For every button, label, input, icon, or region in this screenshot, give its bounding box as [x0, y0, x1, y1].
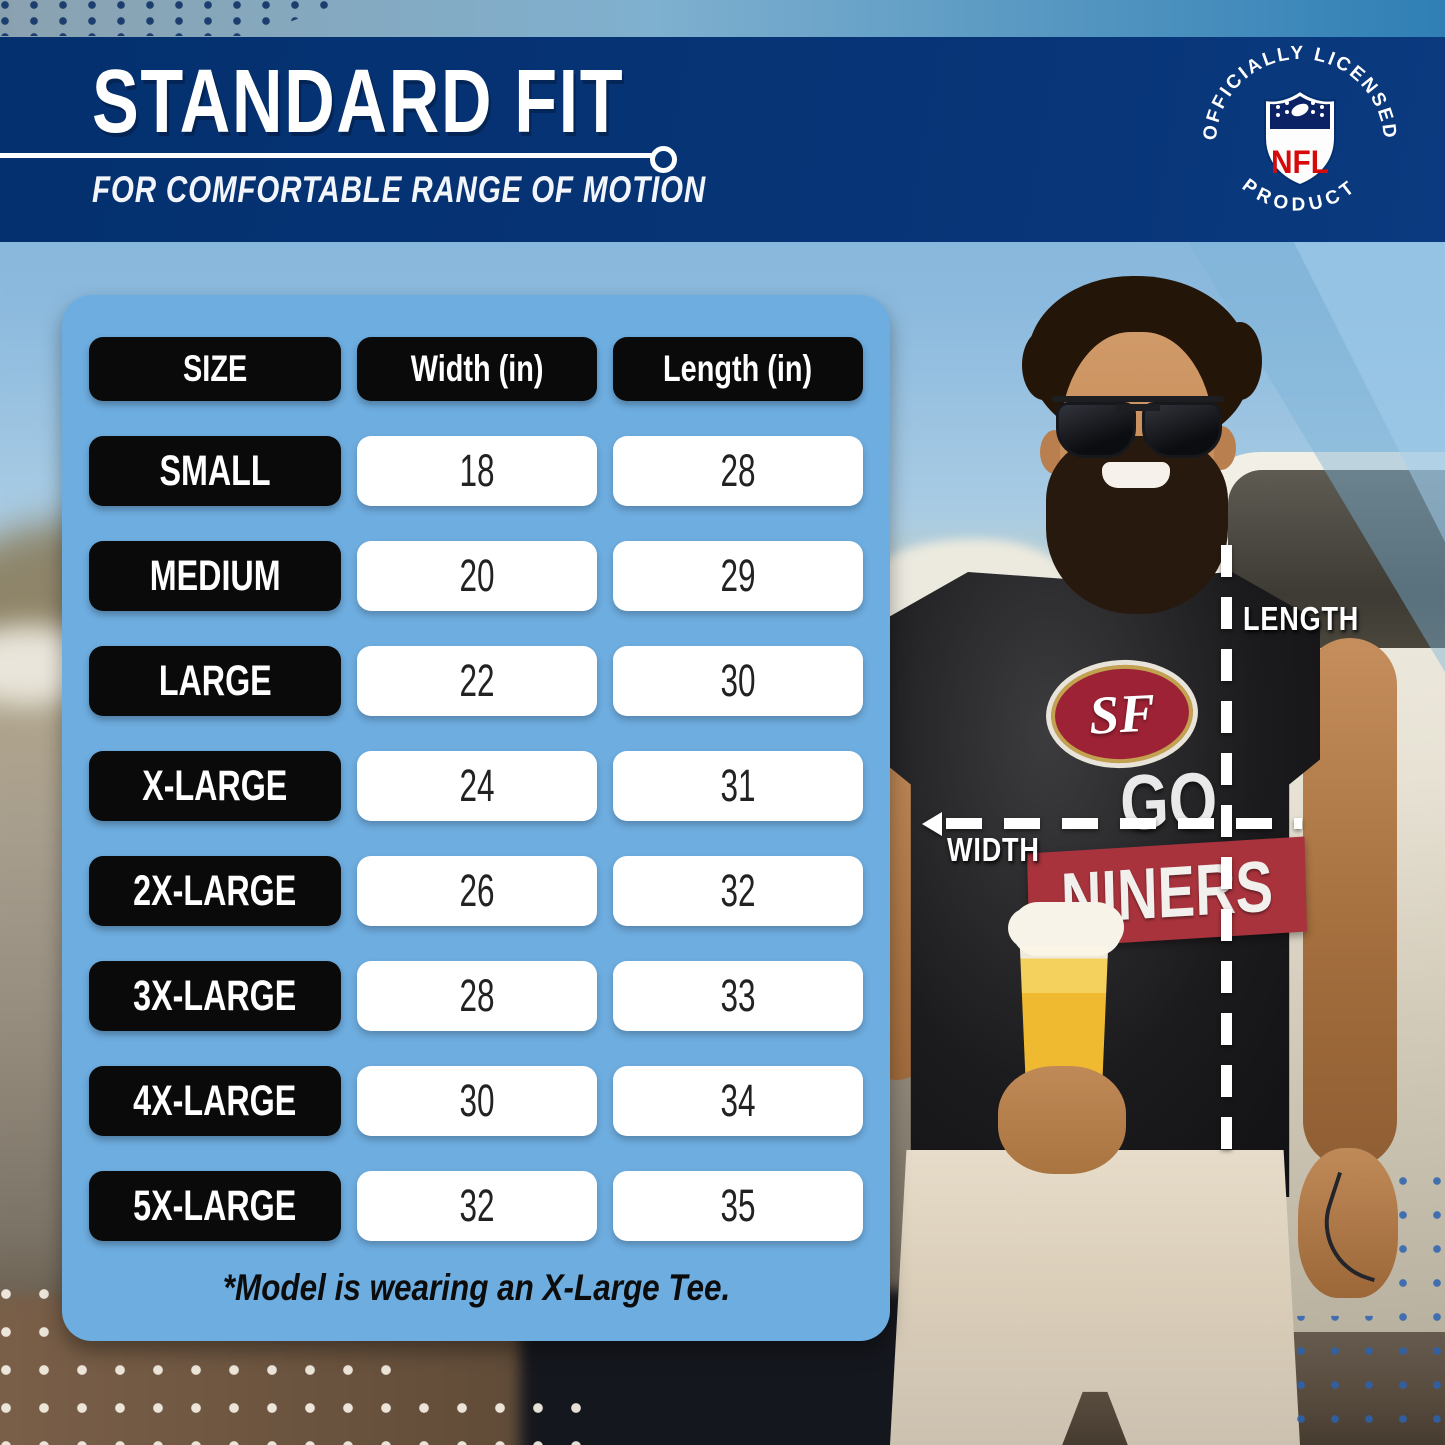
- size-cell: SMALL: [89, 436, 341, 506]
- length-cell: 33: [613, 961, 863, 1031]
- model-size-footnote: *Model is wearing an X-Large Tee.: [222, 1267, 730, 1308]
- length-dashed-line: [1221, 545, 1232, 1160]
- width-arrow-icon: [922, 812, 942, 836]
- column-header-size: SIZE: [89, 337, 341, 401]
- length-label: LENGTH: [1243, 600, 1360, 637]
- model-right-hand: [1298, 1148, 1398, 1298]
- length-cell: 32: [613, 856, 863, 926]
- size-cell: 5X-LARGE: [89, 1171, 341, 1241]
- size-cell: 3X-LARGE: [89, 961, 341, 1031]
- size-cell: 2X-LARGE: [89, 856, 341, 926]
- underline-end-ring: [650, 146, 677, 173]
- width-label: WIDTH: [947, 831, 1040, 868]
- model-hand-holding-glass: [998, 1066, 1126, 1174]
- size-table-panel: SIZE Width (in) Length (in) SMALL 18 28 …: [62, 295, 890, 1341]
- size-cell: 4X-LARGE: [89, 1066, 341, 1136]
- size-cell: LARGE: [89, 646, 341, 716]
- width-cell: 20: [357, 541, 597, 611]
- size-cell: X-LARGE: [89, 751, 341, 821]
- width-cell: 18: [357, 436, 597, 506]
- title-underline: [0, 153, 652, 158]
- width-cell: 30: [357, 1066, 597, 1136]
- width-cell: 32: [357, 1171, 597, 1241]
- width-dashed-line: [946, 818, 1302, 829]
- width-cell: 22: [357, 646, 597, 716]
- sunglasses: [1052, 396, 1224, 458]
- size-table: SIZE Width (in) Length (in) SMALL 18 28 …: [62, 295, 890, 1241]
- page-subtitle: FOR COMFORTABLE RANGE OF MOTION: [92, 169, 707, 210]
- width-cell: 26: [357, 856, 597, 926]
- size-cell: MEDIUM: [89, 541, 341, 611]
- nfl-shield-icon: NFL: [1264, 89, 1336, 187]
- length-cell: 34: [613, 1066, 863, 1136]
- length-cell: 29: [613, 541, 863, 611]
- length-cell: 35: [613, 1171, 863, 1241]
- length-cell: 30: [613, 646, 863, 716]
- column-header-width: Width (in): [357, 337, 597, 401]
- header-banner: STANDARD FIT FOR COMFORTABLE RANGE OF MO…: [0, 37, 1445, 242]
- width-cell: 24: [357, 751, 597, 821]
- length-cell: 31: [613, 751, 863, 821]
- nfl-shield-text: NFL: [1271, 144, 1329, 180]
- column-header-length: Length (in): [613, 337, 863, 401]
- model-smile: [1102, 462, 1170, 488]
- page-title: STANDARD FIT: [92, 52, 625, 152]
- length-cell: 28: [613, 436, 863, 506]
- nfl-licensed-badge: OFFICIALLY LICENSED PRODUCT NFL: [1200, 43, 1398, 216]
- width-cell: 28: [357, 961, 597, 1031]
